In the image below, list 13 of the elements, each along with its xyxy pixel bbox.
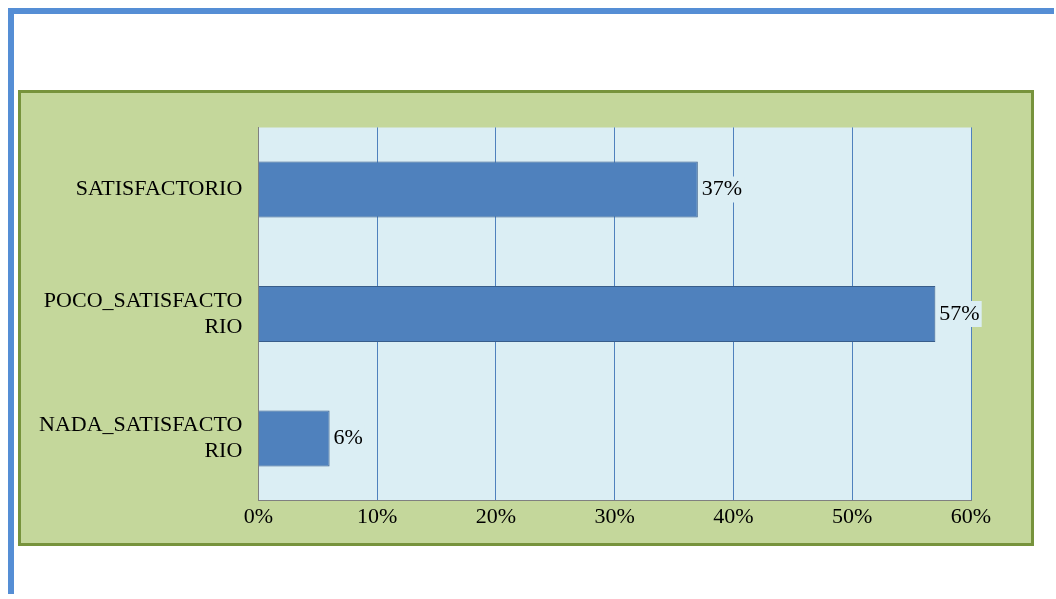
x-tick-label: 0% <box>243 502 273 528</box>
x-tick-label: 30% <box>594 502 635 528</box>
data-label: 57% <box>939 299 980 325</box>
x-tick-label: 50% <box>832 502 873 528</box>
y-tick-label: POCO_SATISFACTORIO <box>43 286 243 338</box>
x-tick-label: 10% <box>356 502 398 528</box>
data-label: 6% <box>333 424 363 450</box>
data-label: 37% <box>701 175 743 201</box>
y-tick-label: NADA_SATISFACTORIO <box>39 410 243 463</box>
y-tick-label: SATISFACTORIO <box>75 175 243 201</box>
x-tick-label: 40% <box>713 502 754 528</box>
x-tick-label: 60% <box>950 502 992 528</box>
x-tick-label: 20% <box>475 502 517 528</box>
